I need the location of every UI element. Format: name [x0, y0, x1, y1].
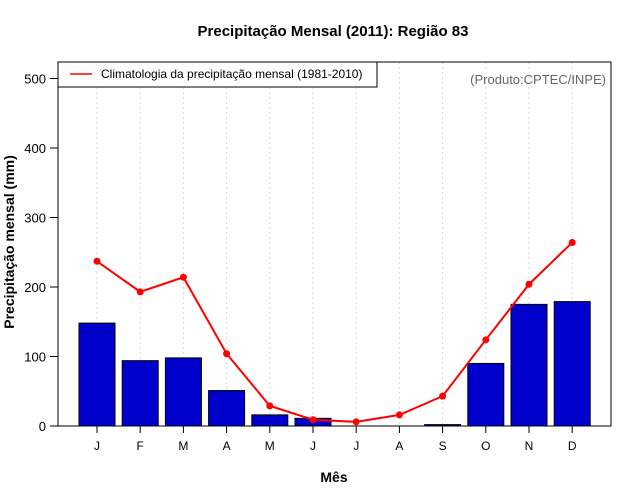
bar-10 [510, 303, 548, 427]
climatology-series [93, 239, 576, 426]
x-tick-label: M [265, 439, 275, 453]
climatology-point-10 [525, 280, 533, 288]
x-tick-label: A [223, 439, 231, 453]
x-tick-label: A [395, 439, 403, 453]
y-tick-label: 100 [24, 350, 46, 365]
climatology-point-0 [93, 257, 101, 265]
x-tick-label: J [353, 439, 359, 453]
bars [78, 301, 591, 427]
bar-2 [164, 357, 202, 427]
y-tick-label: 500 [24, 72, 46, 87]
climatology-point-4 [266, 402, 274, 410]
y-tick-label: 0 [39, 419, 46, 434]
x-tick-label: J [94, 439, 100, 453]
x-tick-label: O [481, 439, 490, 453]
x-tick-label: S [439, 439, 447, 453]
chart-title: Precipitação Mensal (2011): Região 83 [198, 23, 469, 40]
y-tick-label: 400 [24, 141, 46, 156]
x-tick-label: F [137, 439, 144, 453]
climatology-point-8 [439, 392, 447, 400]
x-tick-label: J [310, 439, 316, 453]
bar-0 [78, 322, 116, 427]
climatology-point-11 [568, 239, 576, 247]
x-axis-label: Mês [320, 469, 347, 485]
climatology-point-2 [179, 273, 187, 281]
legend: Climatologia da precipitação mensal (198… [57, 61, 378, 88]
climatology-point-9 [482, 336, 490, 344]
bar-11 [553, 301, 591, 427]
climatology-point-6 [352, 418, 360, 426]
x-tick-label: N [525, 439, 534, 453]
x-tick-label: D [568, 439, 577, 453]
climatology-point-5 [309, 416, 317, 424]
product-annotation: (Produto:CPTEC/INPE) [470, 72, 606, 87]
climatology-line [96, 241, 573, 423]
y-tick-label: 200 [24, 280, 46, 295]
bar-1 [121, 360, 159, 427]
grid [96, 62, 573, 426]
bar-3 [208, 390, 246, 427]
legend-entry-climatology: Climatologia da precipitação mensal (198… [101, 67, 362, 81]
y-tick-label: 300 [24, 211, 46, 226]
bar-4 [251, 414, 289, 427]
x-tick-label: M [178, 439, 188, 453]
climatology-point-7 [395, 411, 403, 419]
bar-9 [467, 362, 505, 427]
y-axis-label: Precipitação mensal (mm) [1, 155, 17, 329]
climatology-point-3 [223, 350, 231, 358]
legend-box [57, 61, 378, 88]
climatology-point-1 [136, 288, 144, 296]
y-axis: 0 100 200 300 400 500 [24, 72, 58, 434]
